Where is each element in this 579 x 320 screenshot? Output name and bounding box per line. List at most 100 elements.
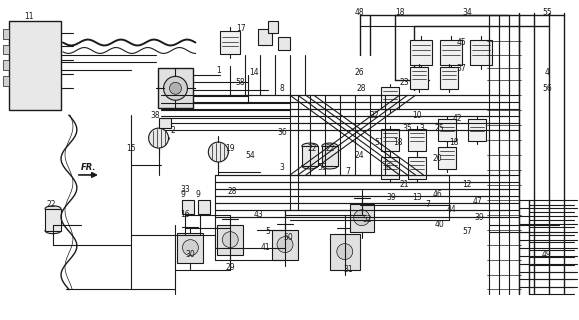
Text: 19: 19 [225,144,235,153]
Text: 38: 38 [151,111,160,120]
Text: 34: 34 [463,8,472,17]
Text: 45: 45 [456,38,466,47]
Text: 40: 40 [434,220,444,229]
Text: 58: 58 [236,78,245,87]
Text: 51: 51 [375,138,384,147]
Text: 4: 4 [544,68,549,77]
Text: 16: 16 [181,210,190,219]
Circle shape [208,142,228,162]
Text: 48: 48 [355,8,365,17]
Bar [411,40,433,65]
Bar [268,20,278,33]
Circle shape [170,82,181,94]
Text: 22: 22 [46,200,56,209]
Bar [258,28,272,44]
Text: 17: 17 [236,24,246,33]
Text: 54: 54 [245,150,255,160]
Text: 1: 1 [216,66,221,75]
Bar [470,40,492,65]
Circle shape [149,128,168,148]
Text: 15: 15 [126,144,135,153]
Text: 9: 9 [196,190,201,199]
Text: 46: 46 [433,190,442,199]
Bar [438,147,456,169]
Text: 9: 9 [180,190,185,199]
Text: 11: 11 [24,12,34,21]
Circle shape [182,240,199,256]
Bar [441,68,458,89]
Bar [278,36,290,51]
Bar [330,234,360,269]
Text: 6: 6 [385,164,390,172]
Text: 49: 49 [542,250,552,259]
Bar [45,209,61,231]
Ellipse shape [302,143,318,149]
Bar [3,60,9,70]
Ellipse shape [45,206,61,212]
Text: 28: 28 [228,188,237,196]
Bar [157,68,193,108]
Text: 7: 7 [345,167,350,176]
Text: 3: 3 [419,124,424,132]
Bar [302,146,318,166]
Bar [438,119,456,141]
Text: 30: 30 [185,250,195,259]
Text: 20: 20 [433,154,442,163]
Text: 23: 23 [400,78,409,87]
Text: 41: 41 [261,243,270,252]
Text: 39: 39 [474,213,484,222]
Text: 37: 37 [456,64,466,73]
Text: 2: 2 [170,126,175,135]
Text: 39: 39 [387,193,397,202]
Bar [159,118,171,128]
Text: 18: 18 [449,138,459,147]
Bar [3,76,9,86]
Bar [441,40,462,65]
Text: 50: 50 [283,233,293,242]
Text: 18: 18 [393,138,402,147]
Bar [350,204,373,232]
Bar [272,230,298,260]
Circle shape [277,237,293,252]
Text: 29: 29 [225,263,235,272]
Ellipse shape [45,228,61,234]
Ellipse shape [322,143,338,149]
Text: 52: 52 [363,215,372,224]
Text: FR.: FR. [81,164,97,172]
Text: 18: 18 [395,8,404,17]
Text: 3: 3 [280,164,284,172]
Circle shape [337,244,353,260]
Bar [199,200,210,214]
Text: 35: 35 [402,124,412,132]
Bar [182,200,195,214]
Bar [380,129,398,151]
Text: 32: 32 [370,111,379,120]
Text: 36: 36 [277,128,287,137]
Circle shape [222,232,238,248]
Text: 14: 14 [250,68,259,77]
Text: 24: 24 [355,150,365,160]
Text: 42: 42 [452,114,462,123]
Bar [408,129,426,151]
Bar [9,20,61,110]
Text: 47: 47 [472,197,482,206]
Text: 10: 10 [413,111,422,120]
Bar [217,225,243,255]
Text: 33: 33 [181,185,190,194]
Text: 12: 12 [463,180,472,189]
Text: 22: 22 [307,144,317,153]
Text: 57: 57 [463,227,472,236]
Text: 22: 22 [325,144,335,153]
Bar [408,157,426,179]
Text: 25: 25 [434,124,444,132]
Bar [468,119,486,141]
Text: 13: 13 [413,193,422,202]
Text: 28: 28 [357,84,367,93]
Bar [3,44,9,54]
Text: 53: 53 [317,164,327,172]
Bar [178,233,203,262]
Text: 31: 31 [343,265,353,274]
Text: 44: 44 [446,205,456,214]
Circle shape [354,210,369,226]
Text: 56: 56 [542,84,552,93]
